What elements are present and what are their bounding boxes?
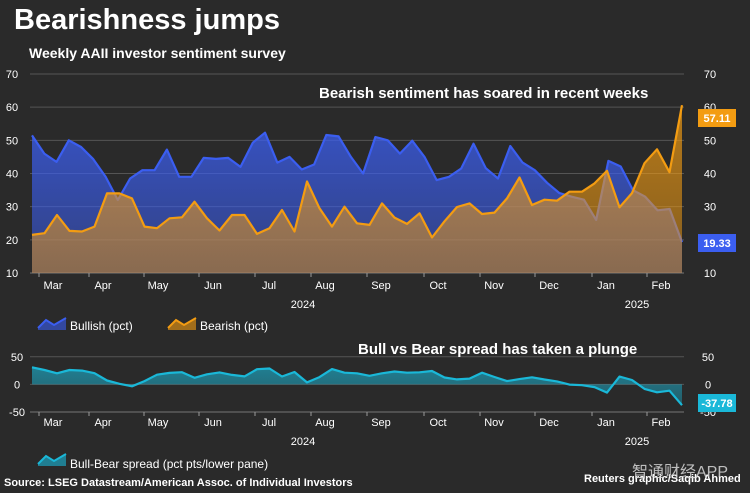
x-tick-label: Jan [597,280,615,292]
legend-spread-label: Bull-Bear spread (pct pts/lower pane) [70,457,268,471]
bullish-last-value-box [698,234,736,252]
y-tick-label-right: 50 [702,352,714,364]
y-tick-label-left: 10 [6,268,18,280]
y-tick-label-right: 40 [704,169,716,181]
y-tick-label-right: 30 [704,202,716,214]
x-tick-label: Aug [315,280,335,292]
legend-spread-icon [37,453,67,465]
x-tick-label: Dec [539,417,559,429]
x-tick-label: May [148,280,169,292]
x-tick-label: Sep [371,417,391,429]
year-label: 2024 [291,299,315,311]
x-tick-label: Oct [429,417,446,429]
spread-last-value-box [698,394,736,412]
upper-annotation: Bearish sentiment has soared in recent w… [319,85,648,102]
x-tick-label: Apr [94,280,111,292]
x-tick-label: Nov [484,417,504,429]
year-label: 2025 [625,299,649,311]
x-tick-label: Oct [429,280,446,292]
bearish-last-value: 57.11 [704,113,731,125]
y-tick-label-left: -50 [9,407,25,419]
y-tick-label-left: 40 [6,169,18,181]
legend-bullish-label: Bullish (pct) [70,319,133,333]
bearish-series-area [32,105,682,273]
x-tick-label: Mar [44,280,63,292]
legend-bearish-label: Bearish (pct) [200,319,268,333]
x-tick-label: Jun [204,280,222,292]
x-tick-label: Aug [315,417,335,429]
y-tick-label-left: 50 [11,352,23,364]
chart-title: Bearishness jumps [14,4,280,36]
spread-series-area [32,367,682,406]
y-tick-label-left: 0 [14,379,20,391]
lower-annotation: Bull vs Bear spread has taken a plunge [358,341,637,358]
spread-series-line [31,366,683,406]
legend-bullish-icon [37,317,67,329]
y-tick-label-left: 60 [6,102,18,114]
x-tick-label: Apr [94,417,111,429]
y-tick-label-right: 50 [704,135,716,147]
y-tick-label-right: 10 [704,268,716,280]
bearish-series-line [31,104,684,239]
year-label: 2024 [291,436,315,448]
bearish-last-value-box [698,109,736,127]
y-tick-label-left: 70 [6,69,18,81]
source-note: Source: LSEG Datastream/American Assoc. … [4,477,353,489]
credit-note: Reuters graphic/Saqib Ahmed [584,473,741,485]
x-tick-label: Feb [652,280,671,292]
bullish-last-value: 19.33 [703,238,731,250]
x-tick-label: Feb [652,417,671,429]
spread-last-value: -37.78 [701,398,732,410]
x-tick-label: Jul [262,280,276,292]
y-tick-label-left: 30 [6,202,18,214]
x-tick-label: Mar [44,417,63,429]
year-label: 2025 [625,436,649,448]
x-tick-label: Jan [597,417,615,429]
y-tick-label-left: 50 [6,135,18,147]
x-tick-label: Dec [539,280,559,292]
y-tick-label-left: 20 [6,235,18,247]
x-tick-label: Jun [204,417,222,429]
x-tick-label: May [148,417,169,429]
watermark: 智通财经APP [632,464,729,481]
y-tick-label-right: 70 [704,69,716,81]
chart-subtitle: Weekly AAII investor sentiment survey [29,45,286,61]
x-tick-label: Jul [262,417,276,429]
legend-bearish-icon [167,317,197,329]
y-tick-label-right: 0 [705,379,711,391]
x-tick-label: Sep [371,280,391,292]
x-tick-label: Nov [484,280,504,292]
